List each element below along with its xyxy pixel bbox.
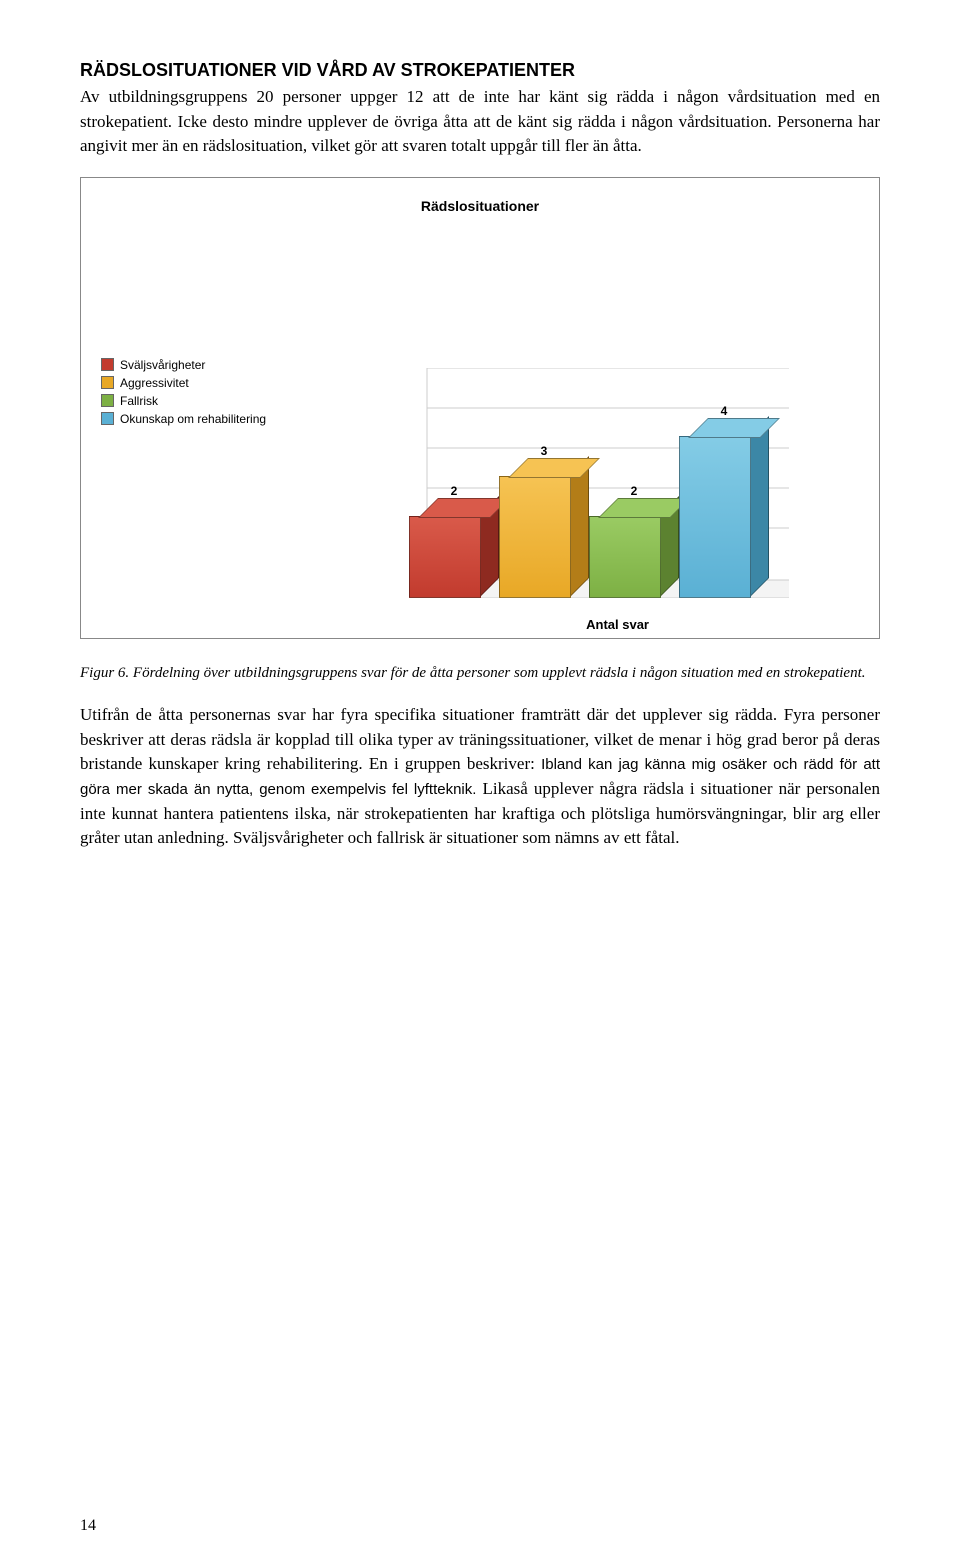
legend-label: Okunskap om rehabilitering	[120, 412, 266, 426]
bar-side	[749, 416, 769, 598]
legend-item: Okunskap om rehabilitering	[101, 412, 266, 426]
legend-item: Sväljsvårigheter	[101, 358, 266, 372]
chart-title: Rädslosituationer	[101, 198, 859, 214]
legend-swatch	[101, 394, 114, 407]
legend-label: Fallrisk	[120, 394, 158, 408]
bar-front	[499, 476, 571, 598]
bar: 2	[409, 518, 497, 598]
chart-x-axis-label: Antal svar	[586, 617, 649, 632]
paragraph-intro: Av utbildningsgruppens 20 personer uppge…	[80, 85, 880, 159]
bar-value-label: 4	[689, 404, 759, 418]
section-heading: RÄDSLOSITUATIONER VID VÅRD AV STROKEPATI…	[80, 60, 880, 81]
paragraph-body: Utifrån de åtta personernas svar har fyr…	[80, 703, 880, 851]
legend-swatch	[101, 412, 114, 425]
bar-value-label: 2	[419, 484, 489, 498]
bar: 3	[499, 478, 587, 598]
chart-container: Rädslosituationer Sväljsvårigheter Aggres…	[80, 177, 880, 639]
legend-swatch	[101, 376, 114, 389]
legend-item: Aggressivitet	[101, 376, 266, 390]
page-number: 14	[80, 1517, 96, 1535]
legend-label: Sväljsvårigheter	[120, 358, 205, 372]
bar-value-label: 2	[599, 484, 669, 498]
figure-caption: Figur 6. Fördelning över utbildningsgrup…	[80, 663, 880, 683]
legend-label: Aggressivitet	[120, 376, 189, 390]
bar-front	[679, 436, 751, 598]
bar-value-label: 3	[509, 444, 579, 458]
bar-front	[409, 516, 481, 598]
bar: 4	[679, 438, 767, 598]
legend-swatch	[101, 358, 114, 371]
legend-item: Fallrisk	[101, 394, 266, 408]
bar-front	[589, 516, 661, 598]
chart-bars: 2324	[409, 368, 789, 598]
chart-legend: Sväljsvårigheter Aggressivitet Fallrisk Oku…	[101, 358, 266, 430]
bar: 2	[589, 518, 677, 598]
